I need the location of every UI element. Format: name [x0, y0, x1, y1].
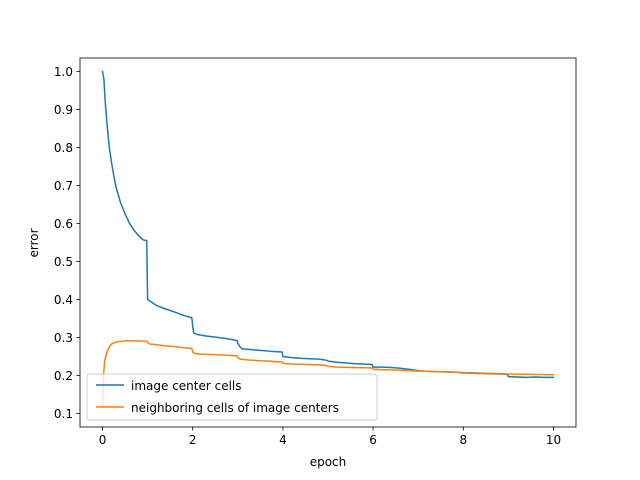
y-tick-label: 1.0: [54, 65, 73, 79]
x-axis-label: epoch: [310, 455, 347, 469]
x-tick-label: 10: [546, 433, 561, 447]
y-axis-label: error: [27, 228, 41, 257]
series-layer: [101, 70, 555, 407]
x-tick-label: 2: [189, 433, 197, 447]
y-axis-ticks: 0.1 0.2 0.3 0.4 0.5 0.6 0.7 0.8 0.9 1.0: [54, 65, 80, 421]
x-tick-label: 0: [99, 433, 107, 447]
plot-area-frame: [79, 57, 577, 428]
legend-label-neighboring-cells: neighboring cells of image centers: [131, 401, 339, 415]
y-tick-label: 0.6: [54, 217, 73, 231]
legend: image center cells neighboring cells of …: [86, 373, 378, 421]
y-tick-label: 0.2: [54, 369, 73, 383]
x-tick-label: 6: [369, 433, 377, 447]
y-tick-label: 0.3: [54, 331, 73, 345]
y-tick-label: 0.9: [54, 103, 73, 117]
y-tick-label: 0.1: [54, 407, 73, 421]
x-tick-label: 8: [459, 433, 467, 447]
series-line-neighboring-cells: [101, 340, 555, 407]
y-tick-label: 0.5: [54, 255, 73, 269]
legend-label-image-center-cells: image center cells: [131, 379, 242, 393]
y-tick-label: 0.7: [54, 179, 73, 193]
y-tick-label: 0.8: [54, 141, 73, 155]
x-tick-label: 4: [279, 433, 287, 447]
x-axis-ticks: 0 2 4 6 8 10: [99, 427, 561, 447]
y-tick-label: 0.4: [54, 293, 73, 307]
legend-box: [86, 373, 378, 421]
